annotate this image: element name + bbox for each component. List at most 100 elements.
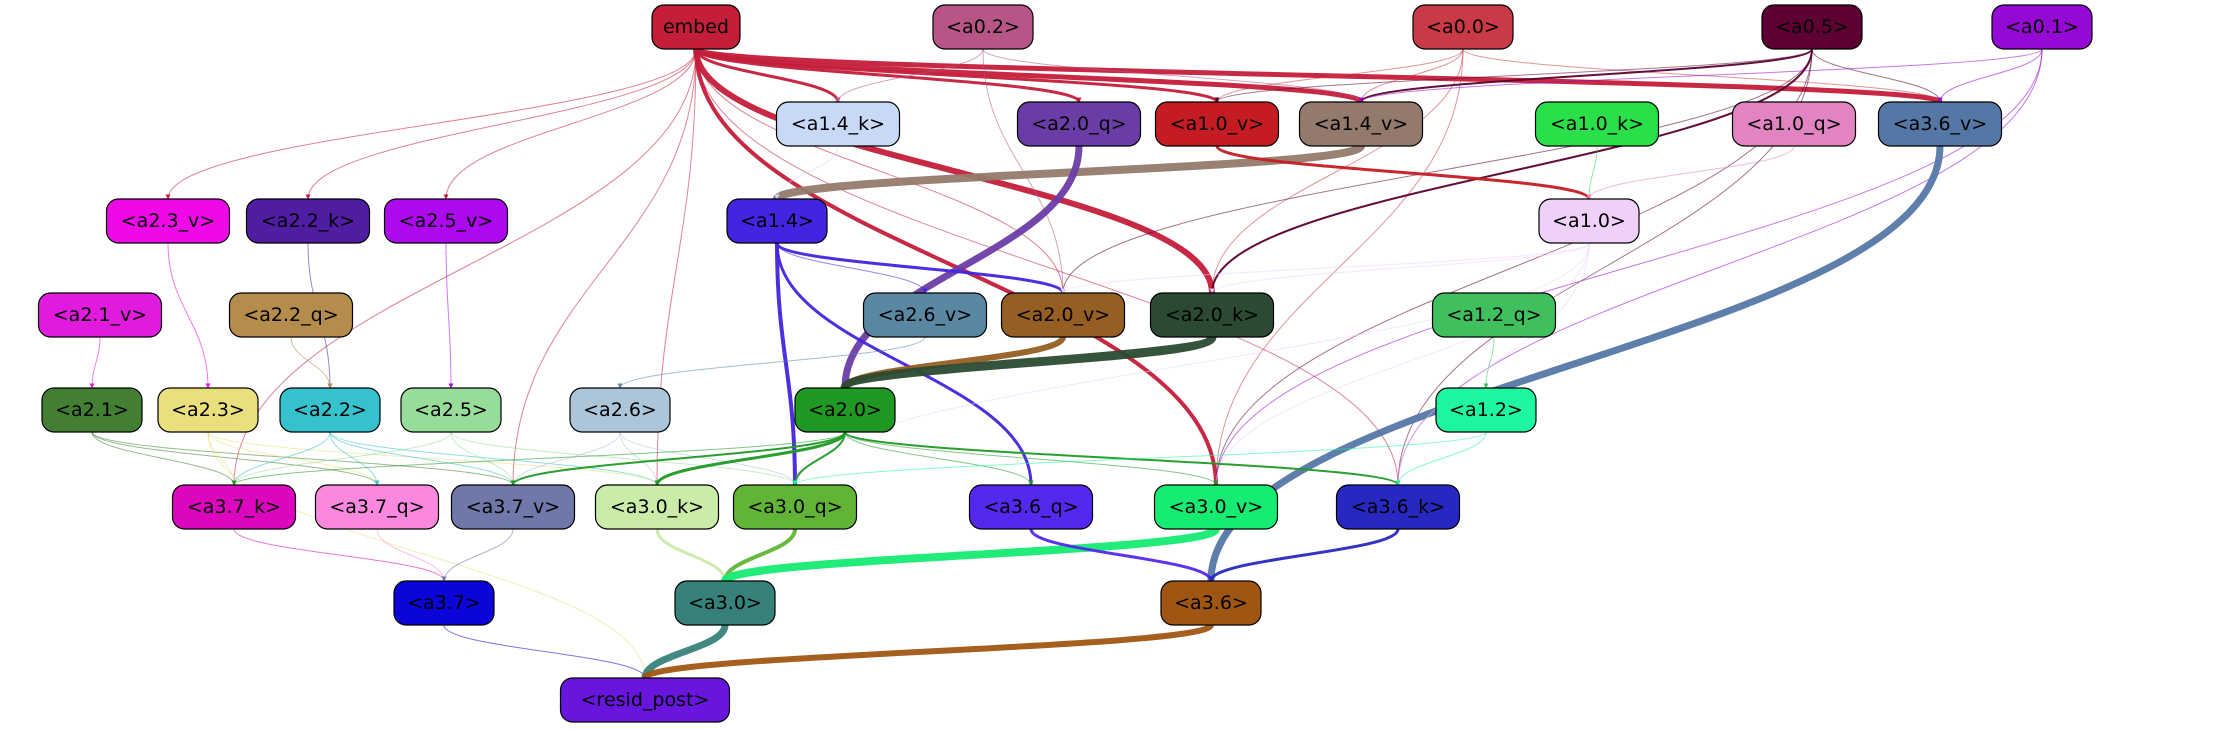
node-label: <a0.0> bbox=[1426, 16, 1500, 38]
node-a2-3[interactable]: <a2.3> bbox=[157, 387, 259, 433]
edge-a1-4-to-a3-6-q bbox=[775, 242, 1034, 486]
node-box bbox=[314, 484, 440, 530]
node-a3-6-k[interactable]: <a3.6_k> bbox=[1335, 484, 1461, 530]
edge-a2-3-v-to-a2-3 bbox=[167, 242, 211, 389]
node-label: <a3.6_q> bbox=[983, 496, 1078, 518]
node-resid-post[interactable]: <resid_post> bbox=[559, 677, 731, 723]
node-box bbox=[171, 484, 297, 530]
node-a2-1-v[interactable]: <a2.1_v> bbox=[37, 292, 163, 338]
node-box bbox=[245, 198, 371, 244]
node-label: <a3.6_v> bbox=[1893, 113, 1987, 135]
edge-a2-1-to-a3-7-v bbox=[91, 431, 516, 486]
edge-a0-0-to-a2-0-k bbox=[1209, 48, 1464, 294]
node-a1-0-v[interactable]: <a1.0_v> bbox=[1154, 101, 1280, 147]
node-box bbox=[228, 292, 354, 338]
node-a3-7-k[interactable]: <a3.7_k> bbox=[171, 484, 297, 530]
node-label: <a1.2> bbox=[1449, 399, 1523, 421]
node-a1-4-k[interactable]: <a1.4_k> bbox=[775, 101, 901, 147]
node-box bbox=[674, 580, 776, 626]
edge-a0-5-to-a1-0-v bbox=[1214, 48, 1813, 103]
node-a3-7-q[interactable]: <a3.7_q> bbox=[314, 484, 440, 530]
node-a2-3-v[interactable]: <a2.3_v> bbox=[105, 198, 231, 244]
node-a2-2[interactable]: <a2.2> bbox=[279, 387, 381, 433]
node-box bbox=[1000, 292, 1126, 338]
node-a0-5[interactable]: <a0.5> bbox=[1761, 4, 1863, 50]
node-label: <a2.0_v> bbox=[1016, 304, 1110, 326]
edge-embed-to-a3-7-k bbox=[231, 48, 697, 486]
node-box bbox=[1435, 387, 1537, 433]
node-label: <a1.0_q> bbox=[1746, 113, 1841, 135]
node-label: embed bbox=[663, 16, 729, 38]
node-box bbox=[41, 387, 143, 433]
node-label: <a2.6_v> bbox=[878, 304, 972, 326]
node-label: <a0.1> bbox=[2005, 16, 2079, 38]
node-a2-0-q[interactable]: <a2.0_q> bbox=[1016, 101, 1142, 147]
node-a3-0-q[interactable]: <a3.0_q> bbox=[732, 484, 858, 530]
edge-a3-6-to-resid-post bbox=[642, 622, 1214, 681]
node-a2-1[interactable]: <a2.1> bbox=[41, 387, 143, 433]
node-a3-6-v[interactable]: <a3.6_v> bbox=[1877, 101, 2003, 147]
node-a2-5[interactable]: <a2.5> bbox=[400, 387, 502, 433]
edge-a3-0-k-to-a3-0 bbox=[655, 528, 728, 582]
node-a3-6[interactable]: <a3.6> bbox=[1160, 580, 1262, 626]
edge-a1-0-to-a2-0-k bbox=[1209, 242, 1590, 294]
node-a1-0-q[interactable]: <a1.0_q> bbox=[1731, 101, 1857, 147]
edge-a3-7-to-resid-post bbox=[443, 624, 648, 679]
node-a0-0[interactable]: <a0.0> bbox=[1412, 4, 1514, 50]
node-box bbox=[1154, 101, 1280, 147]
node-label: <a1.0_k> bbox=[1550, 113, 1644, 135]
node-a1-2[interactable]: <a1.2> bbox=[1435, 387, 1537, 433]
node-box bbox=[968, 484, 1094, 530]
node-a2-0[interactable]: <a2.0> bbox=[794, 387, 896, 433]
node-a2-0-v[interactable]: <a2.0_v> bbox=[1000, 292, 1126, 338]
node-label: <a3.0_q> bbox=[747, 496, 842, 518]
edge-embed-to-a2-0-k bbox=[693, 48, 1215, 294]
edge-a1-0-v-to-a1-0 bbox=[1215, 145, 1592, 200]
edge-a3-0-v-to-a3-0 bbox=[721, 525, 1220, 585]
node-label: <a2.2> bbox=[293, 399, 367, 421]
node-a2-2-q[interactable]: <a2.2_q> bbox=[228, 292, 354, 338]
edge-embed-to-a2-3-v bbox=[165, 48, 697, 200]
node-a2-2-k[interactable]: <a2.2_k> bbox=[245, 198, 371, 244]
node-box bbox=[594, 484, 720, 530]
node-a1-4[interactable]: <a1.4> bbox=[726, 198, 828, 244]
node-a0-1[interactable]: <a0.1> bbox=[1991, 4, 2093, 50]
node-a3-0[interactable]: <a3.0> bbox=[674, 580, 776, 626]
node-a3-7[interactable]: <a3.7> bbox=[393, 580, 495, 626]
node-a3-7-v[interactable]: <a3.7_v> bbox=[450, 484, 576, 530]
node-a2-6[interactable]: <a2.6> bbox=[569, 387, 671, 433]
node-a1-0-k[interactable]: <a1.0_k> bbox=[1534, 101, 1660, 147]
node-a3-0-v[interactable]: <a3.0_v> bbox=[1153, 484, 1279, 530]
edge-embed-to-a3-6-v bbox=[693, 46, 1943, 105]
node-a3-6-q[interactable]: <a3.6_q> bbox=[968, 484, 1094, 530]
edge-a2-1-v-to-a2-1 bbox=[89, 336, 101, 389]
node-label: <a1.0> bbox=[1552, 210, 1626, 232]
edge-a2-0-to-a3-6-q bbox=[844, 431, 1034, 486]
edge-a2-0-to-a3-0-k bbox=[654, 431, 847, 486]
node-box bbox=[559, 677, 731, 723]
node-a0-2[interactable]: <a0.2> bbox=[932, 4, 1034, 50]
node-a1-2-q[interactable]: <a1.2_q> bbox=[1431, 292, 1557, 338]
node-box bbox=[400, 387, 502, 433]
node-a2-0-k[interactable]: <a2.0_k> bbox=[1149, 292, 1275, 338]
edge-a2-6-to-a3-7-v bbox=[510, 431, 621, 486]
node-a2-5-v[interactable]: <a2.5_v> bbox=[383, 198, 509, 244]
node-a1-0[interactable]: <a1.0> bbox=[1538, 198, 1640, 244]
edge-a3-7-v-to-a3-7 bbox=[441, 528, 514, 582]
node-box bbox=[157, 387, 259, 433]
edge-a1-4-to-a2-6-v bbox=[776, 242, 928, 294]
node-box bbox=[1412, 4, 1514, 50]
edge-a2-0-k-to-a2-0 bbox=[840, 332, 1217, 393]
node-a2-6-v[interactable]: <a2.6_v> bbox=[862, 292, 988, 338]
node-a1-4-v[interactable]: <a1.4_v> bbox=[1298, 101, 1424, 147]
edge-a0-0-to-a1-0-v bbox=[1214, 48, 1464, 103]
node-embed[interactable]: embed bbox=[651, 4, 741, 50]
node-label: <a3.0> bbox=[688, 592, 762, 614]
node-box bbox=[932, 4, 1034, 50]
edge-a1-0-to-a2-0-v bbox=[1060, 242, 1590, 294]
node-box bbox=[37, 292, 163, 338]
node-label: <a3.6> bbox=[1174, 592, 1248, 614]
node-a3-0-k[interactable]: <a3.0_k> bbox=[594, 484, 720, 530]
edge-a2-1-to-a3-7-k bbox=[91, 431, 237, 486]
edge-a2-3-to-resid-post bbox=[207, 431, 648, 679]
